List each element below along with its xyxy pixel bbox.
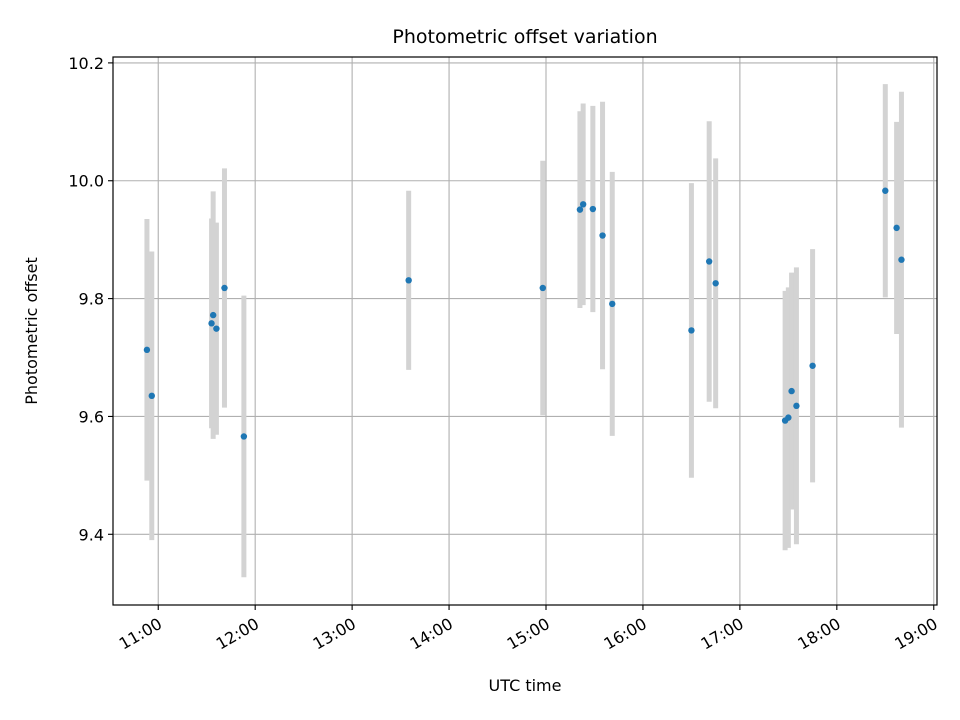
data-point [793, 402, 800, 410]
data-point [893, 224, 900, 232]
data-point [576, 206, 584, 213]
data-point [599, 232, 606, 239]
data-point [589, 205, 597, 213]
data-point [143, 346, 151, 354]
plot-frame [112, 56, 938, 606]
data-points [143, 187, 905, 440]
data-point [705, 258, 713, 265]
y-axis-ticks: 9.4 9.6 9.8 10.0 10.2 [68, 54, 113, 544]
data-point [898, 256, 905, 263]
y-axis-label: Photometric offset [22, 257, 41, 405]
data-point [688, 327, 695, 334]
data-point [788, 387, 795, 395]
y-tick-label: 10.0 [68, 172, 104, 191]
chart-title: Photometric offset variation [392, 26, 657, 48]
y-tick-label: 9.4 [79, 525, 104, 544]
data-point [208, 320, 215, 327]
data-point [609, 300, 616, 308]
data-point [221, 284, 228, 292]
data-point [785, 414, 792, 421]
y-tick-label: 9.6 [79, 407, 104, 426]
data-point [240, 433, 248, 440]
grid [113, 57, 937, 605]
x-axis-label: UTC time [489, 676, 562, 695]
data-point [809, 362, 816, 369]
data-point [148, 392, 155, 400]
data-point [213, 325, 220, 332]
y-tick-label: 10.2 [68, 54, 104, 73]
data-point [405, 277, 412, 284]
data-point [712, 280, 719, 287]
y-tick-label: 9.8 [79, 290, 104, 309]
data-point [539, 284, 546, 292]
data-point [209, 311, 217, 319]
data-point [882, 187, 889, 194]
data-point [579, 201, 587, 208]
